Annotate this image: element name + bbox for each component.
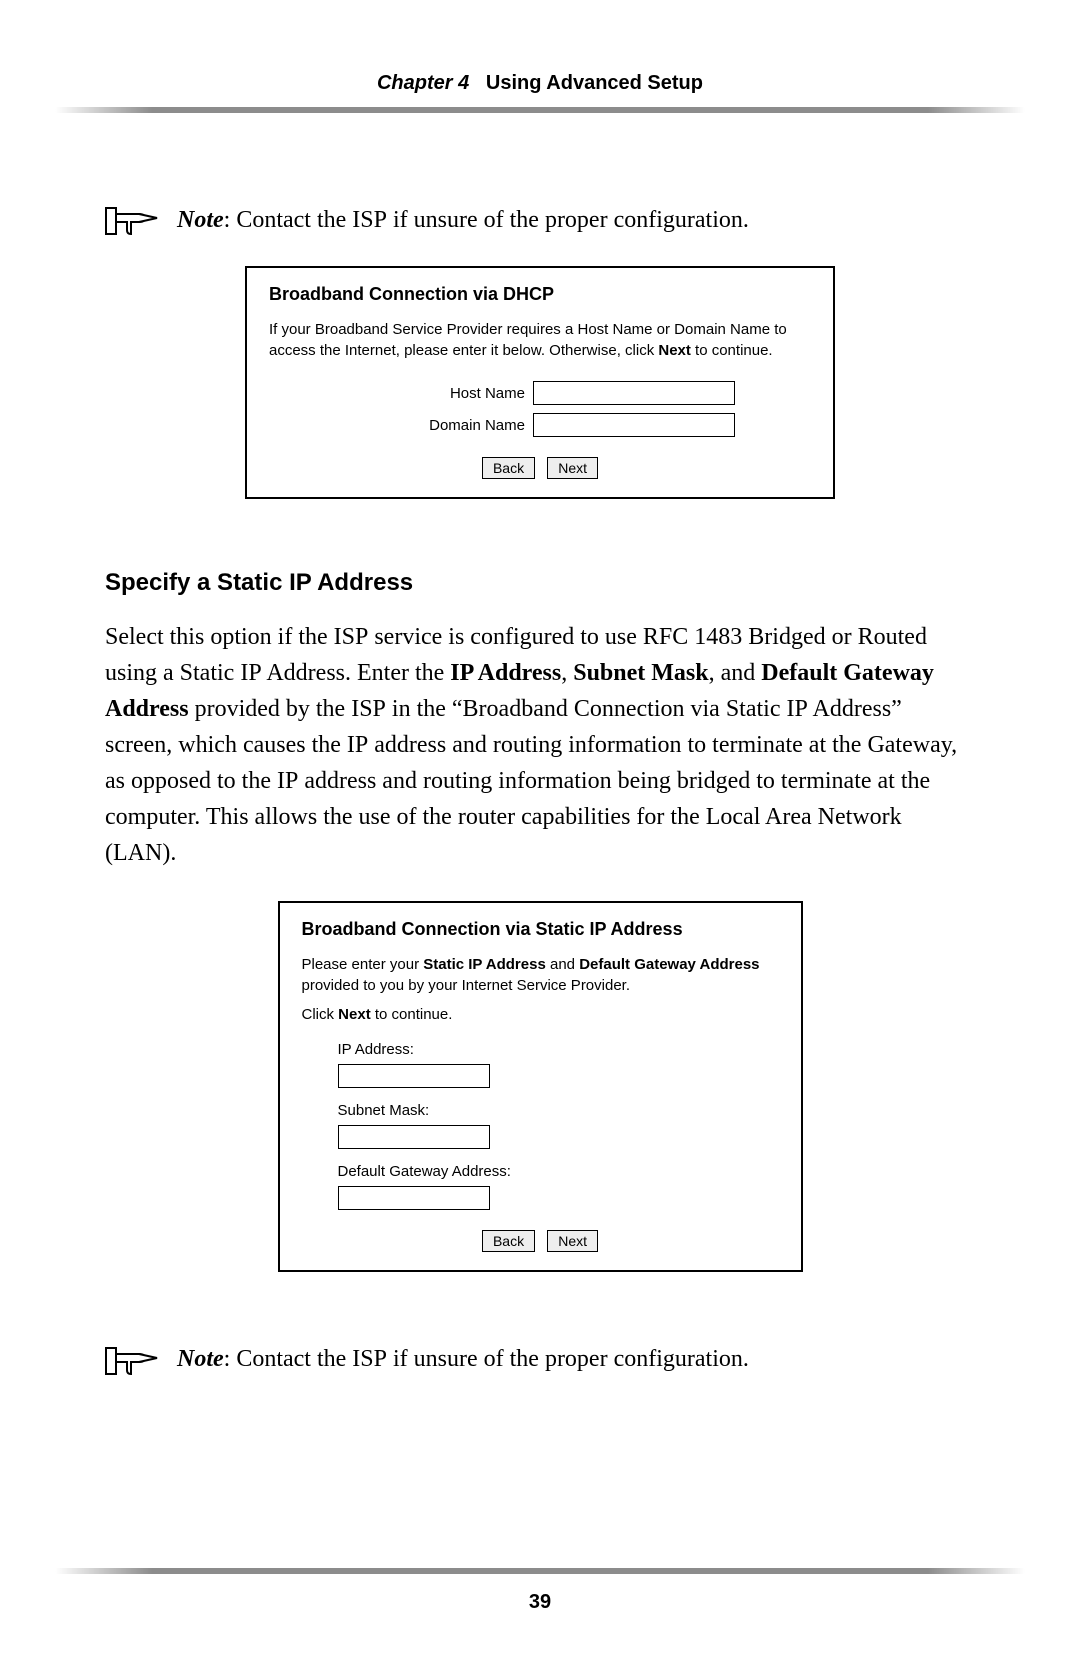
sp-4: Address. Enter the [262, 660, 451, 686]
note-text-1: : Contact the [224, 1346, 353, 1372]
note-label: Note [177, 207, 224, 233]
dhcp-dialog: Broadband Connection via DHCP If your Br… [245, 266, 835, 499]
host-name-input[interactable] [533, 381, 735, 405]
sd-3: provided to you by your Internet Service… [302, 977, 631, 994]
note-text-1: : Contact the [224, 207, 353, 233]
note-text-2: if unsure of the proper configuration. [387, 207, 749, 233]
sd-1: Please enter your [302, 956, 424, 973]
sp-b-ip: IP Address [450, 660, 561, 686]
sp-ip3: IP [347, 732, 368, 758]
chapter-prefix: Chapter 4 [377, 72, 469, 94]
gateway-input[interactable] [338, 1186, 490, 1210]
note-isp: ISP [352, 207, 387, 233]
gateway-block: Default Gateway Address: [338, 1163, 779, 1210]
pointing-hand-icon [105, 204, 161, 238]
back-button[interactable]: Back [482, 1230, 535, 1252]
sp-12: ). [162, 840, 176, 866]
sp-rfc: RFC [643, 624, 688, 650]
host-name-label: Host Name [345, 385, 533, 402]
next-button[interactable]: Next [547, 1230, 598, 1252]
sd-b1: Static IP Address [423, 956, 546, 973]
subnet-mask-label: Subnet Mask: [338, 1102, 779, 1119]
dhcp-dialog-desc: If your Broadband Service Provider requi… [269, 319, 811, 361]
subnet-mask-input[interactable] [338, 1125, 490, 1149]
static-button-row: Back Next [302, 1230, 779, 1252]
page-header: Chapter 4 Using Advanced Setup [0, 0, 1080, 95]
note-text-2: if unsure of the proper configuration. [387, 1346, 749, 1372]
chapter-title: Chapter 4 Using Advanced Setup [0, 72, 1080, 95]
page-number: 39 [0, 1591, 1080, 1614]
sds-2: to continue. [371, 1006, 453, 1023]
sp-1: Select this option if the [105, 624, 334, 650]
chapter-name: Using Advanced Setup [486, 72, 703, 94]
sp-6: , and [709, 660, 762, 686]
section-heading: Specify a Static IP Address [105, 569, 975, 597]
section-paragraph: Select this option if the ISP service is… [105, 619, 975, 871]
note-line: Note: Contact the ISP if unsure of the p… [105, 203, 975, 238]
host-name-row: Host Name [269, 381, 811, 405]
next-button[interactable]: Next [547, 457, 598, 479]
domain-name-row: Domain Name [269, 413, 811, 437]
dhcp-dialog-title: Broadband Connection via DHCP [269, 284, 811, 305]
sp-ip2: IP [786, 696, 807, 722]
sp-ip4: IP [277, 768, 298, 794]
sp-2: service is configured to use [368, 624, 643, 650]
note-isp: ISP [352, 1346, 387, 1372]
footer-rule [55, 1568, 1025, 1574]
sd-2: and [546, 956, 579, 973]
static-dialog-sub: Click Next to continue. [302, 1006, 779, 1023]
sp-ip1: IP [240, 660, 261, 686]
sds-1: Click [302, 1006, 339, 1023]
sp-lan: LAN [113, 840, 162, 866]
static-dialog-title: Broadband Connection via Static IP Addre… [302, 919, 779, 940]
sd-b2: Default Gateway Address [579, 956, 759, 973]
static-ip-dialog: Broadband Connection via Static IP Addre… [278, 901, 803, 1272]
sds-b: Next [338, 1006, 371, 1023]
note-line: Note: Contact the ISP if unsure of the p… [105, 1342, 975, 1377]
ip-address-block: IP Address: [338, 1041, 779, 1088]
content-area: Note: Contact the ISP if unsure of the p… [0, 113, 1080, 1378]
ip-address-input[interactable] [338, 1064, 490, 1088]
dhcp-desc-bold: Next [658, 342, 691, 359]
back-button[interactable]: Back [482, 457, 535, 479]
dhcp-desc-2: to continue. [691, 342, 773, 359]
sp-isp1: ISP [334, 624, 369, 650]
sp-b-mask: Subnet Mask [573, 660, 708, 686]
domain-name-input[interactable] [533, 413, 735, 437]
domain-name-label: Domain Name [345, 417, 533, 434]
note-label: Note [177, 1346, 224, 1372]
static-dialog-desc: Please enter your Static IP Address and … [302, 954, 779, 996]
subnet-mask-block: Subnet Mask: [338, 1102, 779, 1149]
pointing-hand-icon [105, 1344, 161, 1378]
sp-7: provided by the [189, 696, 352, 722]
gateway-label: Default Gateway Address: [338, 1163, 779, 1180]
page: Chapter 4 Using Advanced Setup Note: Con… [0, 0, 1080, 1669]
sp-5: , [561, 660, 573, 686]
dhcp-button-row: Back Next [269, 457, 811, 479]
sp-isp2: ISP [351, 696, 386, 722]
ip-address-label: IP Address: [338, 1041, 779, 1058]
sp-8: in the “Broadband Connection via Static [386, 696, 787, 722]
